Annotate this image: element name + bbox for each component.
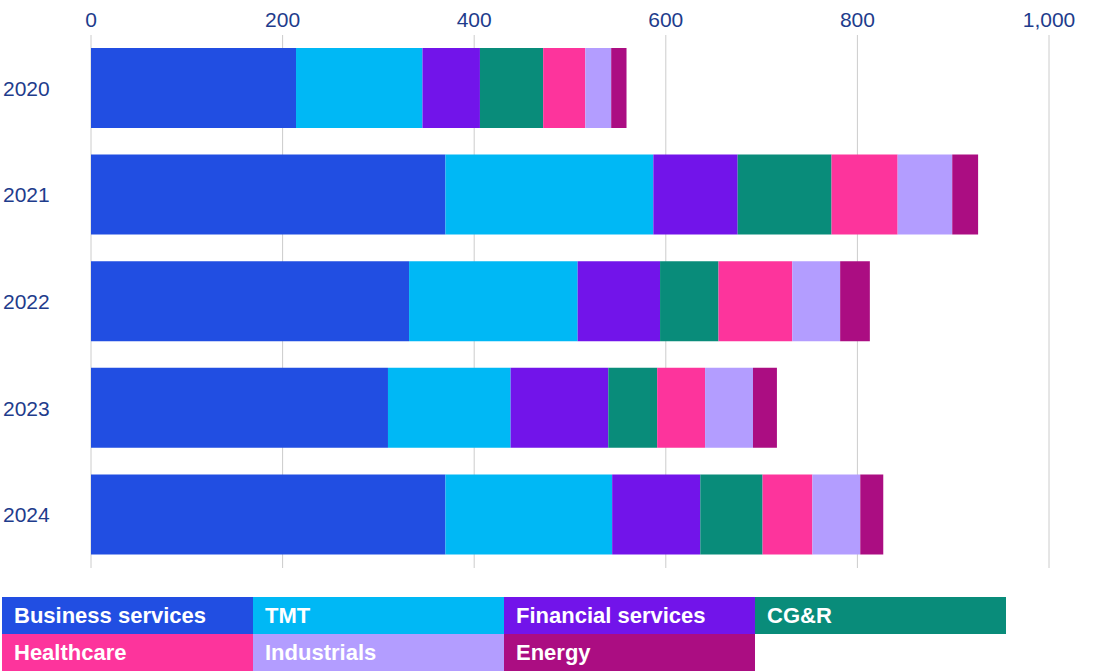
svg-text:800: 800 xyxy=(840,8,875,31)
html-text:CG&R: CG&R xyxy=(767,603,832,628)
html-text:Business services: Business services xyxy=(14,603,206,628)
html-text:TMT: TMT xyxy=(265,603,311,628)
svg-text:2024: 2024 xyxy=(8,503,50,526)
svg-text:2023: 2023 xyxy=(8,397,50,420)
svg-text:2020: 2020 xyxy=(8,77,50,100)
html-text:Financial services: Financial services xyxy=(516,603,706,628)
html-text:Healthcare: Healthcare xyxy=(14,640,127,665)
svg-text:400: 400 xyxy=(457,8,492,31)
svg-text:200: 200 xyxy=(265,8,300,31)
svg-text:2022: 2022 xyxy=(8,290,50,313)
svg-text:1,000: 1,000 xyxy=(1023,8,1076,31)
html-text:Energy: Energy xyxy=(516,640,591,665)
svg-text:2021: 2021 xyxy=(8,183,50,206)
svg-text:0: 0 xyxy=(85,8,97,31)
html-text:Industrials: Industrials xyxy=(265,640,377,665)
svg-text:600: 600 xyxy=(648,8,683,31)
